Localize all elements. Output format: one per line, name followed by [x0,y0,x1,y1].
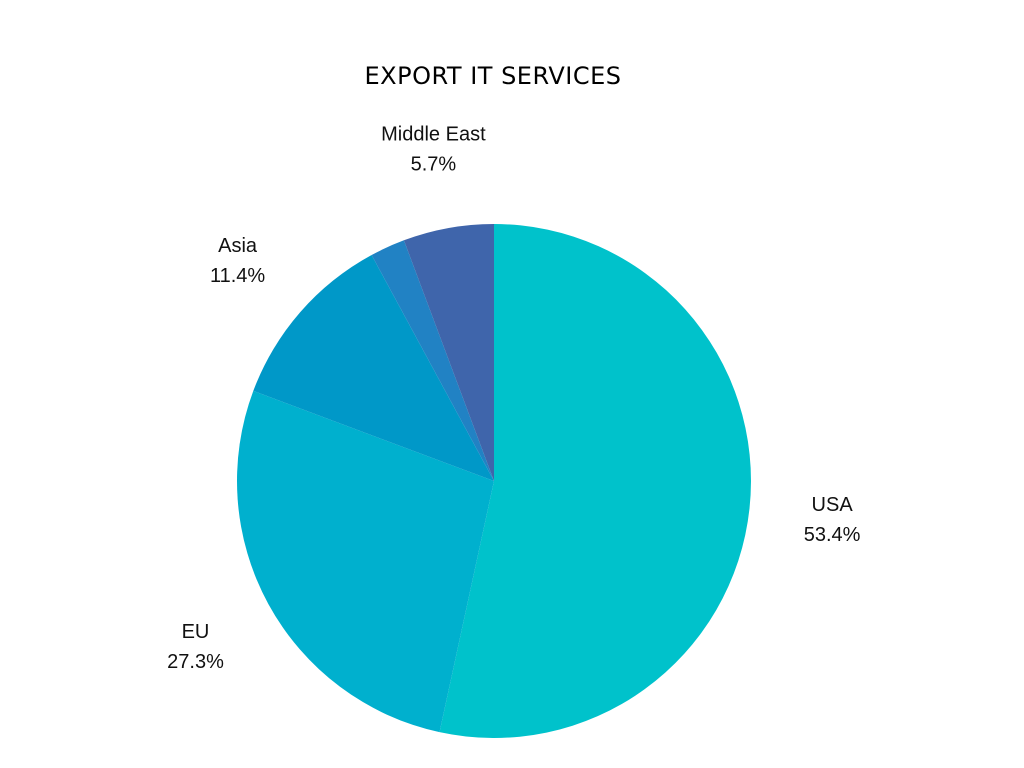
pie-slice-other-3 [371,240,494,481]
pie-slice-usa [439,224,751,738]
slice-value-usa: 53.4% [804,524,861,546]
pie-slices [237,224,751,738]
slice-label-asia: Asia [218,235,258,257]
slice-value-asia: 11.4% [210,265,265,287]
slice-label-usa: USA [812,494,854,516]
slice-value-eu: 27.3% [167,651,224,673]
slice-value-middle-east: 5.7% [411,153,457,175]
pie-slice-eu [237,390,494,733]
pie-slice-asia [253,255,494,481]
slice-label-middle-east: Middle East [381,123,486,145]
pie-labels: USA 53.4% EU 27.3% Asia 11.4% Middle East 5.7% [167,123,861,673]
slice-label-eu: EU [182,621,210,643]
pie-slice-middle-east [403,224,494,481]
chart-title: EXPORT IT SERVICES [364,62,622,90]
